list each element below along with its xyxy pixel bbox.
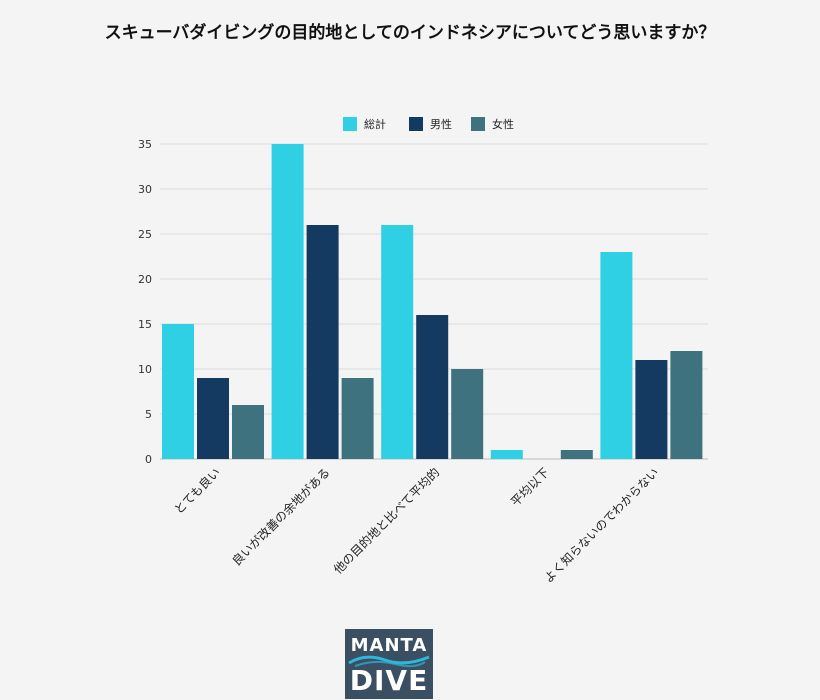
legend-swatch — [409, 117, 423, 131]
bar — [560, 450, 593, 459]
bar — [271, 144, 304, 459]
bars — [162, 144, 703, 459]
legend-swatch — [343, 117, 357, 131]
y-tick-label: 0 — [145, 453, 152, 466]
y-tick-label: 35 — [138, 138, 152, 151]
bar — [197, 378, 229, 459]
legend: 総計 男性 女性 — [343, 117, 514, 131]
bar — [490, 450, 523, 459]
bar — [341, 378, 374, 459]
bar — [600, 252, 633, 459]
bar — [670, 351, 703, 459]
legend-label: 男性 — [430, 117, 452, 131]
legend-label: 女性 — [492, 117, 514, 131]
y-tick-label: 10 — [138, 363, 152, 376]
x-category-label: よく知らないのでわからない — [541, 465, 661, 585]
logo-text-manta: MANTA — [350, 635, 428, 656]
chart-title: スキューバダイビングの目的地としてのインドネシアについてどう思いますか？ — [104, 23, 716, 43]
x-category-label: 良いが改善の余地がある — [229, 465, 333, 569]
y-tick-label: 30 — [138, 183, 152, 196]
manta-dive-logo: MANTA DIVE — [345, 629, 433, 699]
x-category-label: 他の目的地と比べて平均的 — [330, 465, 442, 577]
y-tick-label: 20 — [138, 273, 152, 286]
legend-label: 総計 — [364, 117, 386, 131]
legend-swatch — [471, 117, 485, 131]
bar — [306, 225, 339, 459]
bar — [381, 225, 414, 459]
bar — [416, 315, 449, 459]
bar — [162, 324, 194, 459]
x-category-label: とても良い — [171, 465, 223, 517]
y-tick-label: 5 — [145, 408, 152, 421]
bar — [451, 369, 484, 459]
bar — [635, 360, 668, 459]
x-category-label: 平均以下 — [508, 465, 552, 509]
y-tick-label: 15 — [138, 318, 152, 331]
y-tick-label: 25 — [138, 228, 152, 241]
wave-icon — [348, 655, 430, 668]
logo-text-dive: DIVE — [349, 664, 429, 697]
bar — [232, 405, 264, 459]
